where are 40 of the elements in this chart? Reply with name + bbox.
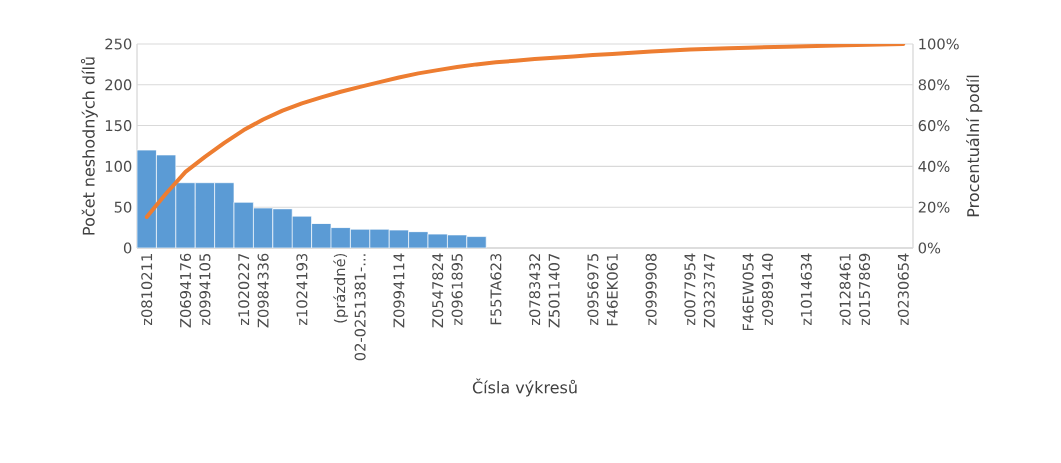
y2-tick-label: 60%	[918, 120, 950, 132]
x-tick-label: F46EK061	[606, 254, 618, 326]
x-tick-label: z0999908	[645, 253, 657, 326]
x-tick-label: z0810211	[141, 254, 153, 326]
y2-tick-label: 20%	[918, 201, 950, 213]
x-tick-label: z0956975	[587, 254, 599, 326]
x-axis-title: Čísla výkresů	[472, 378, 577, 397]
x-tick-label: z0783432	[529, 254, 541, 326]
x-tick-label: z0230654	[897, 253, 909, 326]
x-tick-label: Z0994114	[393, 253, 405, 328]
x-tick-label: Z0323747	[703, 253, 715, 328]
y-tick-label: 100	[105, 160, 132, 172]
x-tick-label: z0989140	[761, 253, 774, 326]
y-tick-label: 250	[105, 38, 132, 50]
x-tick-label: z0157869	[858, 253, 871, 326]
y2-tick-label: 0%	[918, 242, 941, 254]
y-axis-title: Počet neshodných dílů	[80, 57, 98, 235]
x-tick-label: z1020227	[238, 253, 250, 326]
x-tick-label: z0128461	[839, 254, 851, 326]
y2-tick-label: 100%	[919, 38, 959, 50]
x-tick-label: z0077954	[684, 253, 696, 326]
x-tick-label: z1014634	[800, 253, 812, 326]
x-tick-label: F55TA623	[490, 253, 502, 325]
x-tick-label: Z0694176	[179, 253, 192, 328]
y2-tick-label: 40%	[918, 160, 950, 172]
x-tick-label: Z0547824	[432, 253, 444, 328]
x-tick-label: (prázdné)	[333, 253, 349, 323]
x-tick-label: 02-0251381-...	[354, 254, 366, 361]
y-tick-label: 150	[105, 120, 132, 132]
y2-tick-label: 80%	[918, 79, 950, 91]
y-tick-label: 0	[123, 242, 132, 254]
y2-axis-title: Procentuální podíl	[966, 75, 983, 217]
x-tick-label: z1024193	[296, 253, 308, 326]
x-tick-label: Z5011407	[548, 253, 560, 328]
y-tick-label: 200	[105, 79, 132, 91]
y-tick-label: 50	[114, 201, 132, 213]
x-tick-label: z0994105	[199, 254, 211, 326]
x-tick-label: z0961895	[451, 254, 463, 326]
x-tick-label: F46EW054	[742, 253, 754, 331]
x-tick-label: Z0984336	[257, 253, 269, 328]
